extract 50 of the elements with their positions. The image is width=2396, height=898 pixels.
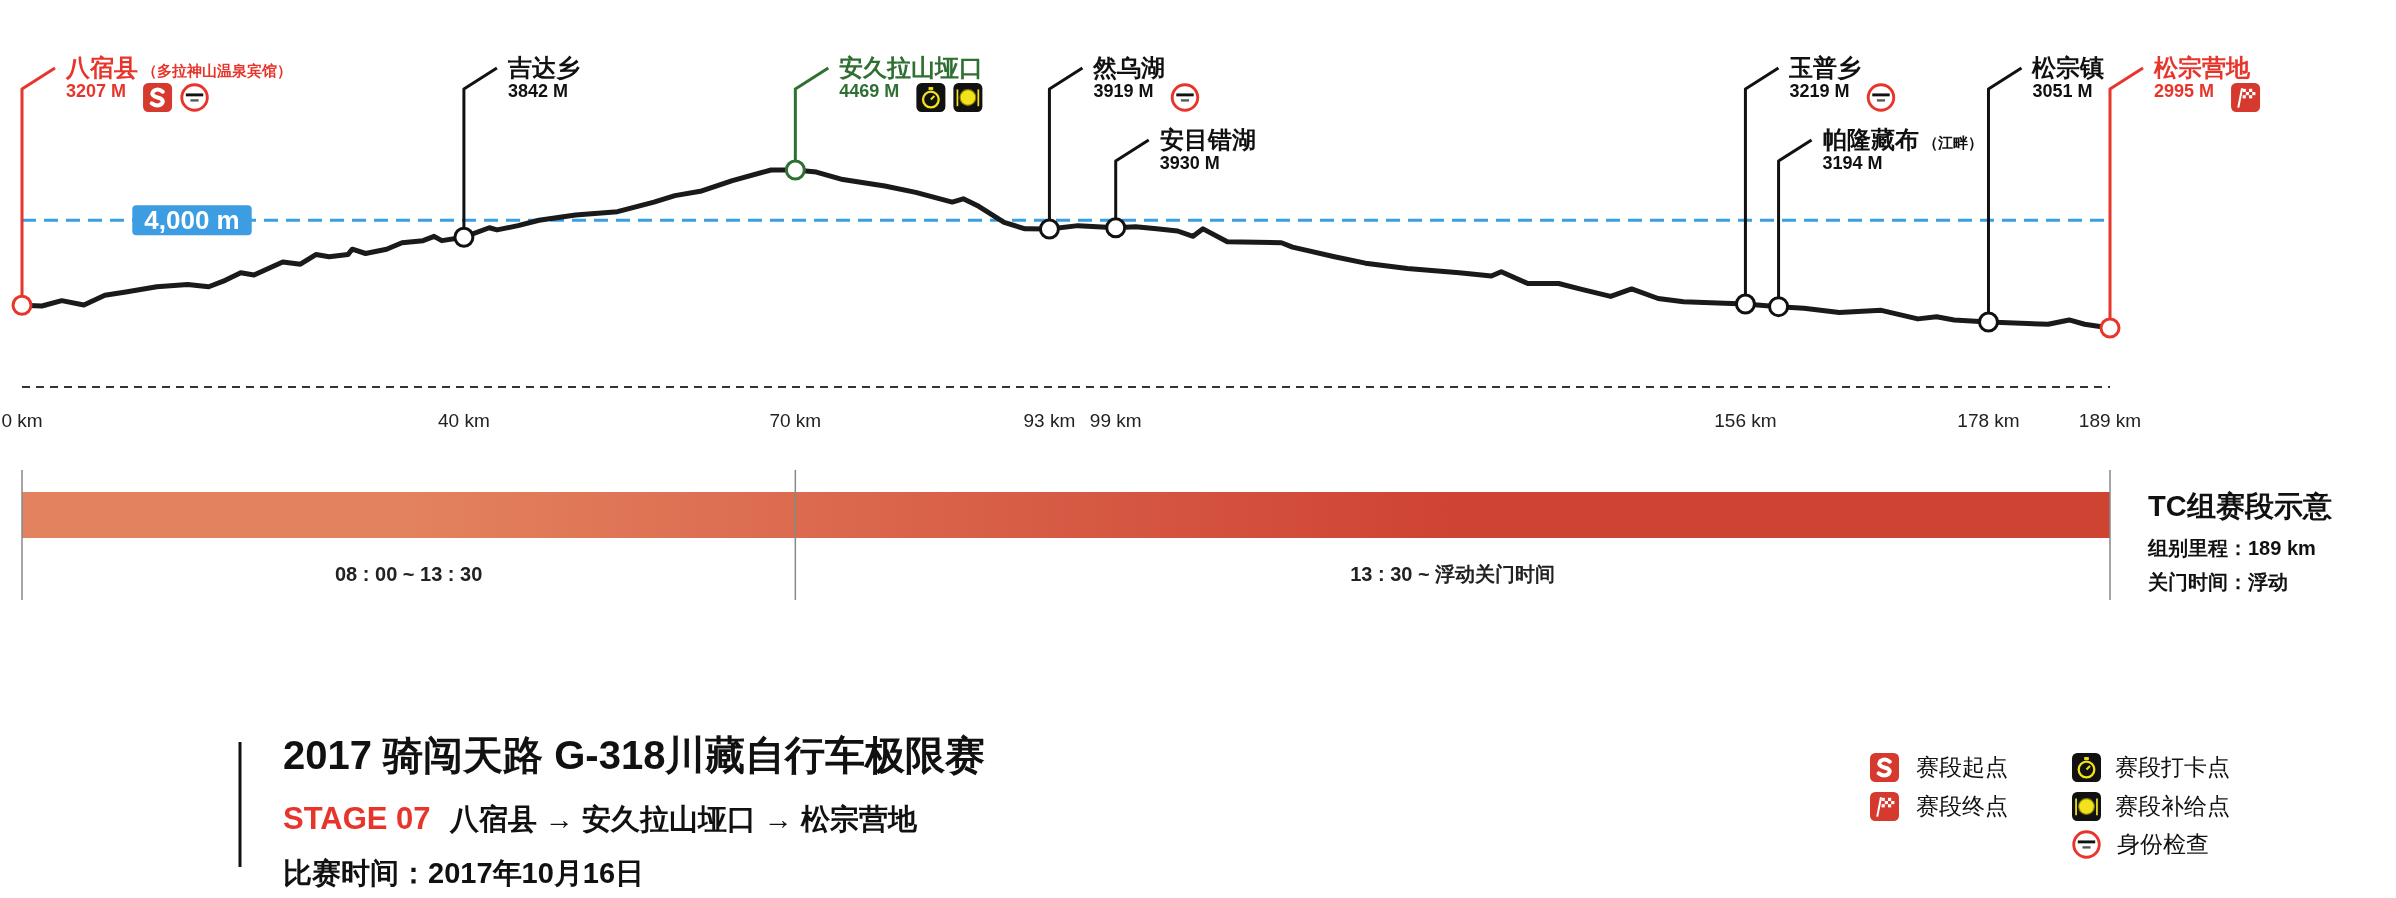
annotation: 吉达乡 — [506, 54, 580, 81]
annotation: 帕隆藏布（江畔） — [1822, 126, 1983, 153]
text: 赛段打卡点 — [2115, 754, 2230, 780]
point — [1734, 293, 1756, 315]
annotation: 松宗镇 — [2031, 54, 2105, 81]
text: 比赛时间：2017年10月16日 — [283, 857, 645, 889]
annotation: 安目错湖 — [1159, 126, 1256, 153]
point — [11, 294, 33, 316]
x-tick-label: 40 km — [438, 410, 490, 431]
data-label: 3219 M — [1789, 81, 1850, 101]
data-label: 4469 M — [839, 81, 900, 101]
ref-line-label: 4,000 m — [144, 205, 240, 236]
annotation: 玉普乡 — [1788, 54, 1862, 81]
data-label: 3207 M — [66, 81, 127, 101]
text: 身份检查 — [2117, 831, 2209, 857]
annotation: 安久拉山垭口 — [839, 54, 984, 81]
point — [1768, 296, 1790, 318]
point — [784, 159, 806, 181]
series-name: 13 : 30 ~ 浮动关门时间 — [1350, 563, 1556, 585]
text: 组别里程：189 km — [2147, 537, 2316, 559]
x-tick-label: 156 km — [1714, 410, 1777, 431]
text: 赛段终点 — [1916, 793, 2008, 819]
point — [1038, 218, 1060, 240]
x-tick-label: 178 km — [1957, 410, 2020, 431]
annotation: 然乌湖 — [1092, 54, 1166, 81]
point — [453, 226, 475, 248]
point — [1105, 217, 1127, 239]
text: 关门时间：浮动 — [2147, 571, 2288, 593]
x-tick-label: 99 km — [1089, 410, 1142, 431]
x-tick-label: 189 km — [2078, 410, 2142, 431]
data-label: 3919 M — [1093, 81, 1154, 101]
text: 2017 骑闯天路 G-318川藏自行车极限赛 — [283, 733, 986, 777]
data-label: 3930 M — [1159, 153, 1220, 173]
x-tick-label: 70 km — [769, 410, 822, 431]
annotation: 八宿县（多拉神山温泉宾馆） — [65, 54, 292, 81]
point — [1977, 311, 1999, 333]
data-label: 2995 M — [2154, 81, 2215, 101]
text: STAGE 07 — [283, 801, 431, 836]
x-tick-label: 93 km — [1023, 410, 1076, 431]
data-label: 3194 M — [1822, 153, 1883, 173]
annotation: 松宗营地 — [2153, 54, 2251, 81]
text: 八宿县 → 安久拉山垭口 → 松宗营地 — [448, 803, 918, 835]
text: 赛段补给点 — [2115, 793, 2230, 819]
point — [2099, 317, 2121, 339]
x-tick-label: 0 km — [1, 410, 43, 431]
series-name: 08 : 00 ~ 13 : 30 — [335, 563, 483, 585]
text: TC组赛段示意 — [2148, 490, 2333, 522]
data-label: 3051 M — [2032, 81, 2093, 101]
text: 赛段起点 — [1916, 754, 2008, 780]
data-label: 3842 M — [507, 81, 568, 101]
